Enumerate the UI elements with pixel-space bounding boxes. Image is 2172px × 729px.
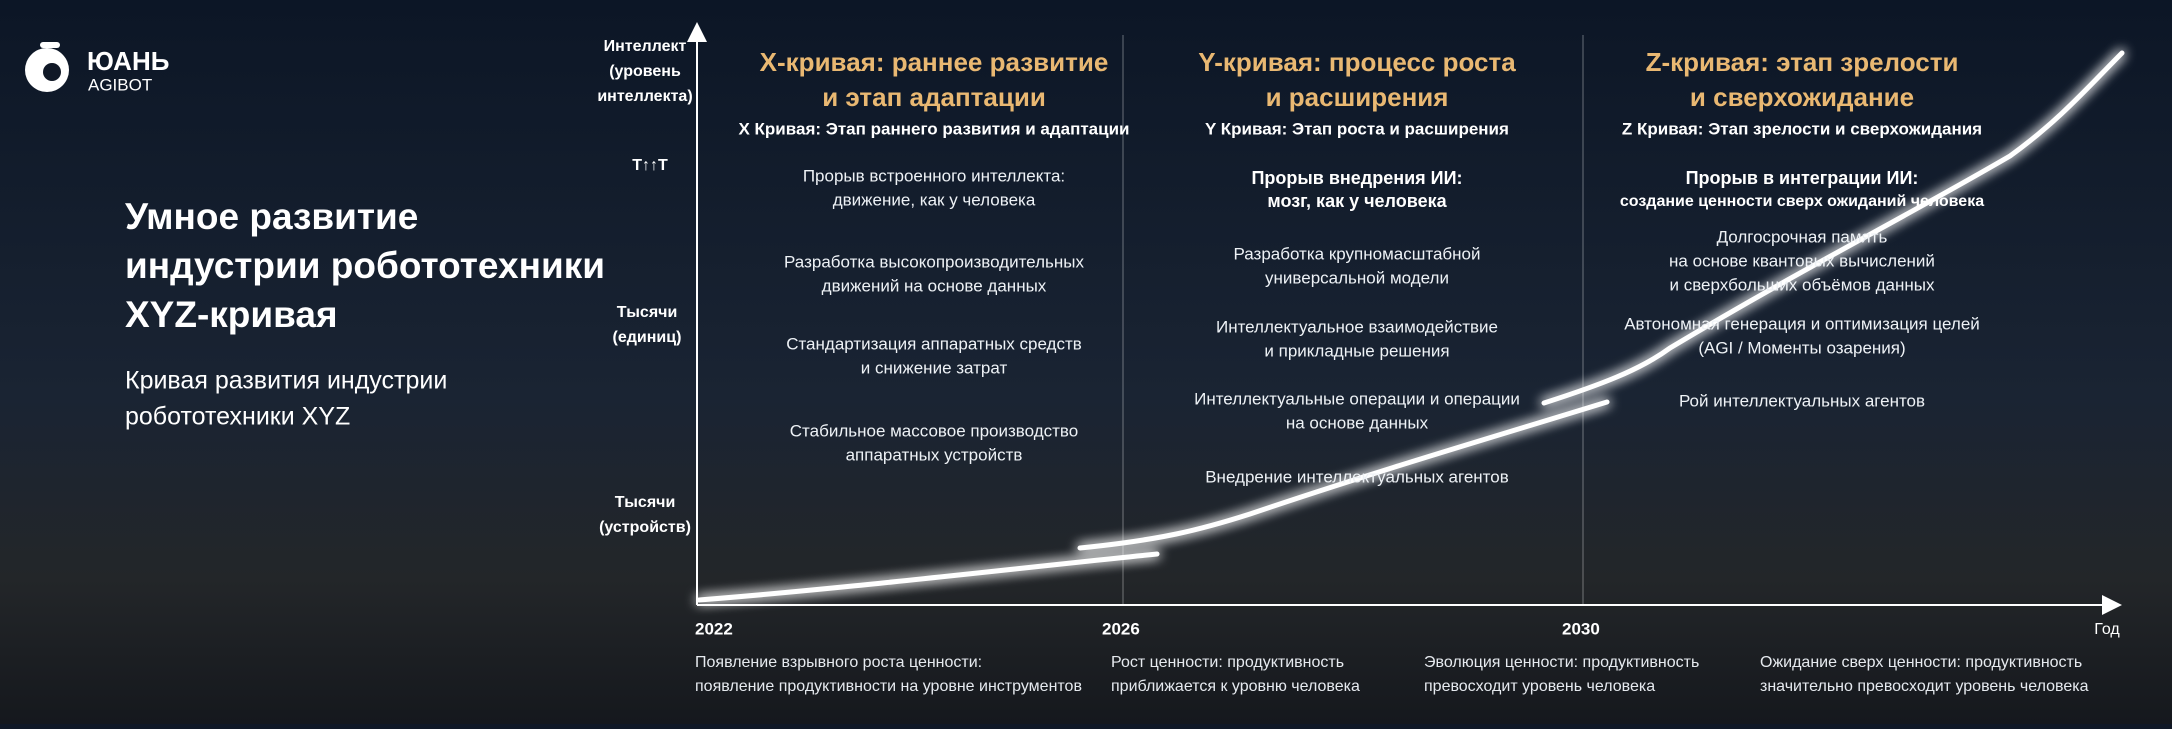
section-title: и сверхожидание [1690, 82, 1914, 112]
section-title: Y-кривая: процесс роста [1198, 47, 1516, 77]
y-label: (уровень [609, 63, 681, 80]
x-tick-label: 2022 [695, 619, 733, 638]
note: Эволюция ценности: продуктивность [1424, 654, 1699, 671]
item: Внедрение интеллектуальных агентов [1205, 467, 1509, 486]
section-title: X-кривая: раннее развитие [760, 47, 1109, 77]
item: Стабильное массовое производство [790, 421, 1078, 440]
y-label: интеллекта) [597, 88, 692, 105]
section-subtitle: Y Кривая: Этап роста и расширения [1205, 119, 1509, 138]
y-label: Тысячи [617, 304, 678, 321]
item: (AGI / Моменты озарения) [1698, 338, 1905, 357]
item: Стандартизация аппаратных средств [786, 334, 1082, 353]
highlight: мозг, как у человека [1267, 191, 1447, 211]
y-label: (единиц) [613, 329, 682, 346]
note: значительно превосходит уровень человека [1760, 678, 2089, 695]
x-curve [696, 551, 1160, 603]
item: Интеллектуальное взаимодействие [1216, 317, 1498, 336]
section-subtitle: X Кривая: Этап раннего развития и адапта… [738, 119, 1129, 138]
note: приближается к уровню человека [1111, 678, 1360, 695]
z-curve [1541, 50, 2125, 406]
highlight: создание ценности сверх ожиданий человек… [1620, 193, 1984, 210]
highlight: Прорыв внедрения ИИ: [1251, 168, 1462, 188]
item: движение, как у человека [833, 190, 1036, 209]
item: и снижение затрат [861, 358, 1008, 377]
item: Разработка крупномасштабной [1234, 244, 1481, 263]
section-title: Z-кривая: этап зрелости [1646, 47, 1959, 77]
item: на основе данных [1286, 413, 1429, 432]
title: XYZ-кривая [125, 294, 338, 335]
curves [696, 50, 2125, 603]
item: аппаратных устройств [846, 445, 1023, 464]
highlight: Прорыв в интеграции ИИ: [1686, 168, 1919, 188]
note: Рост ценности: продуктивность [1111, 654, 1344, 671]
subtitle: робототехники XYZ [125, 403, 350, 431]
note: Ожидание сверх ценности: продуктивность [1760, 654, 2082, 671]
y-label: Тысячи [615, 494, 676, 511]
item: Рой интеллектуальных агентов [1679, 391, 1925, 410]
title: индустрии робототехники [125, 245, 605, 286]
subtitle: Кривая развития индустрии [125, 367, 447, 395]
section-title: и расширения [1266, 82, 1449, 112]
item: движений на основе данных [822, 276, 1047, 295]
x-tick-label: 2030 [1562, 619, 1600, 638]
item: и прикладные решения [1264, 341, 1449, 360]
item: универсальной модели [1265, 268, 1449, 287]
y-label: Интеллект [604, 38, 687, 55]
item: на основе квантовых вычислений [1669, 251, 1935, 270]
section-title: и этап адаптации [822, 82, 1046, 112]
note: превосходит уровень человека [1424, 678, 1655, 695]
y-curve [1077, 399, 1610, 551]
logo [25, 42, 69, 92]
item: и сверхбольших объёмов данных [1669, 275, 1935, 294]
item: Прорыв встроенного интеллекта: [803, 166, 1065, 185]
title: Умное развитие [125, 196, 418, 237]
item: Интеллектуальные операции и операции [1194, 389, 1520, 408]
section-subtitle: Z Кривая: Этап зрелости и сверхожидания [1622, 119, 1982, 138]
y-label: (устройств) [599, 519, 691, 536]
logo-name: ЮАНЬ [87, 46, 169, 76]
x-tick-label: 2026 [1102, 619, 1140, 638]
y-label: T↑↑T [632, 157, 668, 174]
logo-sub: AGIBOT [88, 75, 152, 94]
item: Долгосрочная память [1717, 227, 1888, 246]
item: Автономная генерация и оптимизация целей [1624, 314, 1980, 333]
x-axis-label: Год [2094, 621, 2120, 638]
note: Появление взрывного роста ценности: [695, 654, 982, 671]
item: Разработка высокопроизводительных [784, 252, 1084, 271]
note: появление продуктивности на уровне инстр… [695, 678, 1082, 695]
